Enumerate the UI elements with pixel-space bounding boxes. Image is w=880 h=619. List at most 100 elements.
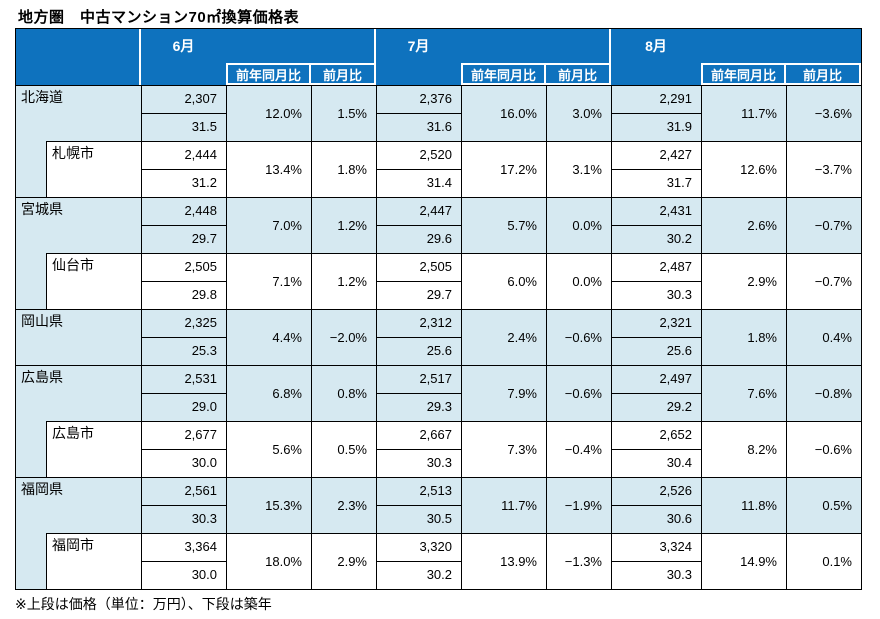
price-cell: 2,561 bbox=[141, 477, 226, 505]
age-cell: 30.4 bbox=[611, 449, 701, 477]
indent-strip bbox=[16, 533, 46, 589]
age-cell: 29.7 bbox=[376, 281, 461, 309]
age-cell: 31.2 bbox=[141, 169, 226, 197]
mom-cell: 3.0% bbox=[546, 85, 611, 141]
yoy-cell: 2.9% bbox=[701, 253, 786, 309]
price-cell: 2,526 bbox=[611, 477, 701, 505]
price-cell: 2,427 bbox=[611, 141, 701, 169]
month-header-august: 8月 bbox=[645, 38, 667, 54]
age-cell: 29.7 bbox=[141, 225, 226, 253]
mom-cell: −0.6% bbox=[546, 309, 611, 365]
mom-cell: 0.8% bbox=[311, 365, 376, 421]
yoy-cell: 13.9% bbox=[461, 533, 546, 589]
price-cell: 2,376 bbox=[376, 85, 461, 113]
mom-cell: 1.5% bbox=[311, 85, 376, 141]
price-cell: 3,364 bbox=[141, 533, 226, 561]
mom-cell: 0.0% bbox=[546, 253, 611, 309]
age-cell: 29.2 bbox=[611, 393, 701, 421]
age-cell: 25.6 bbox=[611, 337, 701, 365]
yoy-cell: 5.7% bbox=[461, 197, 546, 253]
mom-cell: −0.7% bbox=[786, 253, 861, 309]
indent-strip bbox=[16, 253, 46, 309]
city-name-cell: 福岡市 bbox=[46, 533, 141, 589]
price-cell: 2,321 bbox=[611, 309, 701, 337]
city-name-cell: 広島市 bbox=[46, 421, 141, 477]
mom-cell: 2.3% bbox=[311, 477, 376, 533]
prefecture-name-cell: 福岡県 bbox=[16, 477, 141, 533]
yoy-cell: 6.8% bbox=[226, 365, 311, 421]
yoy-cell: 13.4% bbox=[226, 141, 311, 197]
price-cell: 2,517 bbox=[376, 365, 461, 393]
month-header-june: 6月 bbox=[172, 38, 195, 54]
yoy-cell: 1.8% bbox=[701, 309, 786, 365]
age-cell: 25.3 bbox=[141, 337, 226, 365]
price-cell: 2,431 bbox=[611, 197, 701, 225]
yoy-column-header: 前年同月比 bbox=[461, 63, 546, 85]
mom-cell: 0.5% bbox=[311, 421, 376, 477]
yoy-cell: 4.4% bbox=[226, 309, 311, 365]
age-cell: 29.3 bbox=[376, 393, 461, 421]
mom-column-header: 前月比 bbox=[309, 63, 376, 85]
age-cell: 31.9 bbox=[611, 113, 701, 141]
mom-cell: 0.5% bbox=[786, 477, 861, 533]
age-cell: 29.6 bbox=[376, 225, 461, 253]
price-cell: 2,312 bbox=[376, 309, 461, 337]
price-cell: 2,505 bbox=[376, 253, 461, 281]
prefecture-name-cell: 広島県 bbox=[16, 365, 141, 421]
price-cell: 3,320 bbox=[376, 533, 461, 561]
yoy-column-header: 前年同月比 bbox=[226, 63, 311, 85]
price-cell: 3,324 bbox=[611, 533, 701, 561]
yoy-cell: 11.8% bbox=[701, 477, 786, 533]
age-cell: 30.3 bbox=[141, 505, 226, 533]
mom-cell: −3.6% bbox=[786, 85, 861, 141]
mom-cell: 3.1% bbox=[546, 141, 611, 197]
price-cell: 2,448 bbox=[141, 197, 226, 225]
yoy-column-header: 前年同月比 bbox=[701, 63, 786, 85]
mom-cell: 2.9% bbox=[311, 533, 376, 589]
price-cell: 2,447 bbox=[376, 197, 461, 225]
price-cell: 2,652 bbox=[611, 421, 701, 449]
month-header-july: 7月 bbox=[407, 38, 430, 54]
price-cell: 2,513 bbox=[376, 477, 461, 505]
age-cell: 30.0 bbox=[141, 449, 226, 477]
yoy-cell: 18.0% bbox=[226, 533, 311, 589]
price-cell: 2,505 bbox=[141, 253, 226, 281]
age-cell: 30.3 bbox=[611, 561, 701, 589]
yoy-cell: 11.7% bbox=[701, 85, 786, 141]
yoy-cell: 16.0% bbox=[461, 85, 546, 141]
yoy-cell: 7.3% bbox=[461, 421, 546, 477]
yoy-cell: 7.1% bbox=[226, 253, 311, 309]
price-cell: 2,531 bbox=[141, 365, 226, 393]
footnote: ※上段は価格（単位：万円）、下段は築年 bbox=[15, 596, 272, 612]
age-cell: 30.2 bbox=[611, 225, 701, 253]
price-cell: 2,444 bbox=[141, 141, 226, 169]
page-title: 地方圏 中古マンション70㎡換算価格表 bbox=[18, 9, 300, 26]
mom-cell: −1.9% bbox=[546, 477, 611, 533]
mom-cell: 0.0% bbox=[546, 197, 611, 253]
age-cell: 31.6 bbox=[376, 113, 461, 141]
age-cell: 30.2 bbox=[376, 561, 461, 589]
price-cell: 2,487 bbox=[611, 253, 701, 281]
yoy-cell: 11.7% bbox=[461, 477, 546, 533]
price-cell: 2,325 bbox=[141, 309, 226, 337]
yoy-cell: 12.6% bbox=[701, 141, 786, 197]
yoy-cell: 2.4% bbox=[461, 309, 546, 365]
city-name-cell: 札幌市 bbox=[46, 141, 141, 197]
age-cell: 30.5 bbox=[376, 505, 461, 533]
price-cell: 2,667 bbox=[376, 421, 461, 449]
mom-cell: −0.8% bbox=[786, 365, 861, 421]
yoy-cell: 6.0% bbox=[461, 253, 546, 309]
price-cell: 2,677 bbox=[141, 421, 226, 449]
mom-cell: −0.4% bbox=[546, 421, 611, 477]
indent-strip bbox=[16, 141, 46, 197]
header-separator bbox=[609, 29, 611, 85]
age-cell: 31.5 bbox=[141, 113, 226, 141]
mom-column-header: 前月比 bbox=[784, 63, 861, 85]
age-cell: 31.4 bbox=[376, 169, 461, 197]
age-cell: 31.7 bbox=[611, 169, 701, 197]
mom-cell: 1.2% bbox=[311, 197, 376, 253]
age-cell: 25.6 bbox=[376, 337, 461, 365]
table-header-band: 6月 7月 8月 前年同月比 前月比 前年同月比 前月比 前年同月比 前月比 bbox=[16, 29, 861, 85]
price-cell: 2,307 bbox=[141, 85, 226, 113]
indent-strip bbox=[16, 421, 46, 477]
